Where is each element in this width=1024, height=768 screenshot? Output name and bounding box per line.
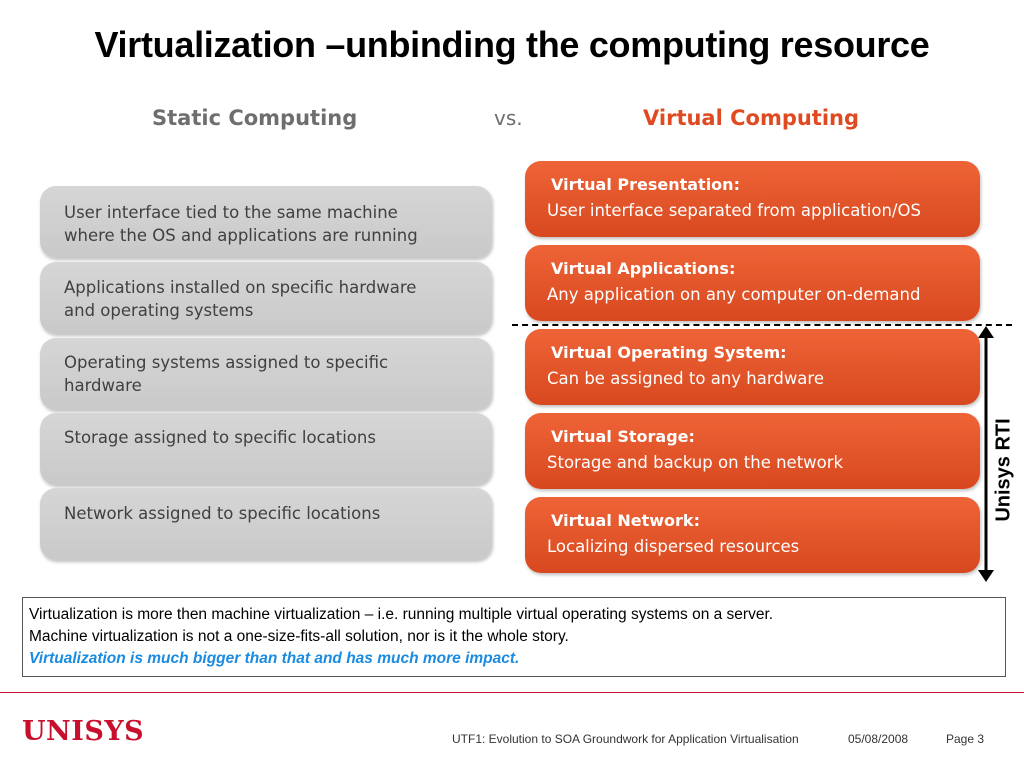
footer-divider xyxy=(0,692,1024,693)
virtual-item-network: Virtual Network: Localizing dispersed re… xyxy=(525,497,980,573)
vs-label: vs. xyxy=(494,106,523,130)
virtual-item-title: Virtual Network: xyxy=(551,511,700,530)
static-item-text: User interface tied to the same machine … xyxy=(64,203,418,245)
static-item-applications: Applications installed on specific hardw… xyxy=(40,262,492,334)
static-item-text: Operating systems assigned to specific h… xyxy=(64,353,389,395)
virtual-item-title: Virtual Operating System: xyxy=(551,343,787,362)
virtual-item-desc: Can be assigned to any hardware xyxy=(547,369,824,388)
virtual-item-title: Virtual Applications: xyxy=(551,259,736,278)
virtual-item-desc: Any application on any computer on-deman… xyxy=(547,285,921,304)
note-box: Virtualization is more then machine virt… xyxy=(22,597,1006,677)
virtual-item-desc: Storage and backup on the network xyxy=(547,453,844,472)
static-item-user-interface: User interface tied to the same machine … xyxy=(40,186,492,258)
slide-title: Virtualization –unbinding the computing … xyxy=(94,24,930,65)
virtual-item-applications: Virtual Applications: Any application on… xyxy=(525,245,980,321)
footer-date: 05/08/2008 xyxy=(848,732,909,746)
unisys-rti-label: Unisys RTI xyxy=(992,418,1015,522)
static-item-text: Network assigned to specific locations xyxy=(64,504,381,523)
static-item-storage: Storage assigned to specific locations xyxy=(40,413,492,485)
virtual-item-desc: Localizing dispersed resources xyxy=(547,537,800,556)
virtual-item-operating-system: Virtual Operating System: Can be assigne… xyxy=(525,329,980,405)
note-line: Machine virtualization is not a one-size… xyxy=(29,628,569,645)
footer-page-number: Page 3 xyxy=(946,732,985,746)
note-emphasis: Virtualization is much bigger than that … xyxy=(29,650,520,667)
static-item-network: Network assigned to specific locations xyxy=(40,488,492,560)
virtual-computing-heading: Virtual Computing xyxy=(643,106,860,130)
virtual-item-storage: Virtual Storage: Storage and backup on t… xyxy=(525,413,980,489)
static-item-text: Applications installed on specific hardw… xyxy=(64,278,417,320)
unisys-logo: UNISYS xyxy=(22,716,145,747)
virtual-item-desc: User interface separated from applicatio… xyxy=(547,201,921,220)
virtual-item-title: Virtual Presentation: xyxy=(551,175,740,194)
footer-presentation-title: UTF1: Evolution to SOA Groundwork for Ap… xyxy=(452,732,799,746)
note-line: Virtualization is more then machine virt… xyxy=(29,606,774,623)
dashed-divider xyxy=(512,324,1012,326)
static-item-operating-systems: Operating systems assigned to specific h… xyxy=(40,338,492,410)
virtual-item-title: Virtual Storage: xyxy=(551,427,695,446)
double-arrow-icon xyxy=(978,326,994,582)
static-computing-heading: Static Computing xyxy=(152,106,358,130)
virtual-item-presentation: Virtual Presentation: User interface sep… xyxy=(525,161,980,237)
static-item-text: Storage assigned to specific locations xyxy=(64,428,376,447)
